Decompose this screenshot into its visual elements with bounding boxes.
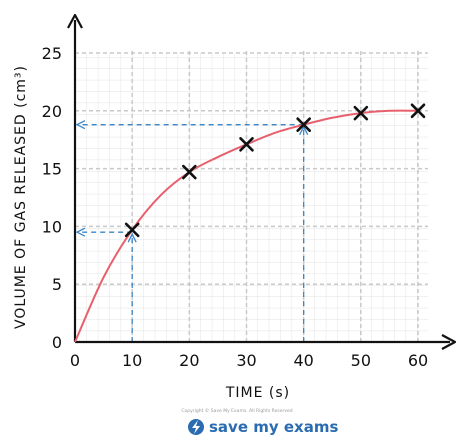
data-point — [124, 222, 140, 238]
reading-lines — [75, 120, 309, 342]
y-tick-label: 10 — [42, 217, 62, 236]
copyright-notice: Copyright © Save My Exams. All Rights Re… — [181, 407, 292, 414]
lightning-bolt-icon — [192, 420, 200, 434]
y-tick-label: 0 — [52, 333, 62, 352]
x-tick-labels: 0 10 20 30 40 50 60 — [70, 351, 428, 370]
x-tick-label: 20 — [179, 351, 199, 370]
y-tick-labels: 0 5 10 15 20 25 — [42, 44, 62, 352]
data-point — [182, 164, 197, 180]
reading-arrow-up-icon — [299, 125, 309, 135]
reading-arrow-left-icon — [75, 227, 86, 237]
data-point — [239, 137, 254, 152]
y-tick-label: 15 — [42, 160, 62, 179]
y-tick-label: 25 — [42, 44, 62, 63]
x-tick-label: 60 — [408, 351, 428, 370]
x-tick-label: 50 — [351, 351, 371, 370]
y-axis-title: VOLUME OF GAS RELEASED (cm³) — [13, 65, 29, 329]
reading-arrow-up-icon — [127, 232, 137, 243]
x-axis-title: TIME (s) — [225, 385, 290, 401]
y-tick-label: 5 — [52, 275, 62, 294]
data-point — [410, 103, 426, 119]
y-axis-arrow-icon — [67, 13, 83, 29]
plot-area-grid — [75, 53, 428, 342]
x-axis-arrow-icon — [441, 334, 457, 350]
brand-name: save my exams — [209, 418, 338, 436]
y-tick-label: 20 — [42, 102, 62, 121]
reading-arrow-left-icon — [75, 120, 86, 130]
x-tick-label: 40 — [293, 351, 313, 370]
data-point — [296, 117, 311, 132]
data-point — [353, 105, 369, 121]
brand-logo: save my exams — [188, 418, 338, 436]
x-tick-label: 0 — [70, 351, 80, 370]
data-points — [124, 103, 426, 238]
x-tick-label: 10 — [122, 351, 142, 370]
x-tick-label: 30 — [236, 351, 256, 370]
